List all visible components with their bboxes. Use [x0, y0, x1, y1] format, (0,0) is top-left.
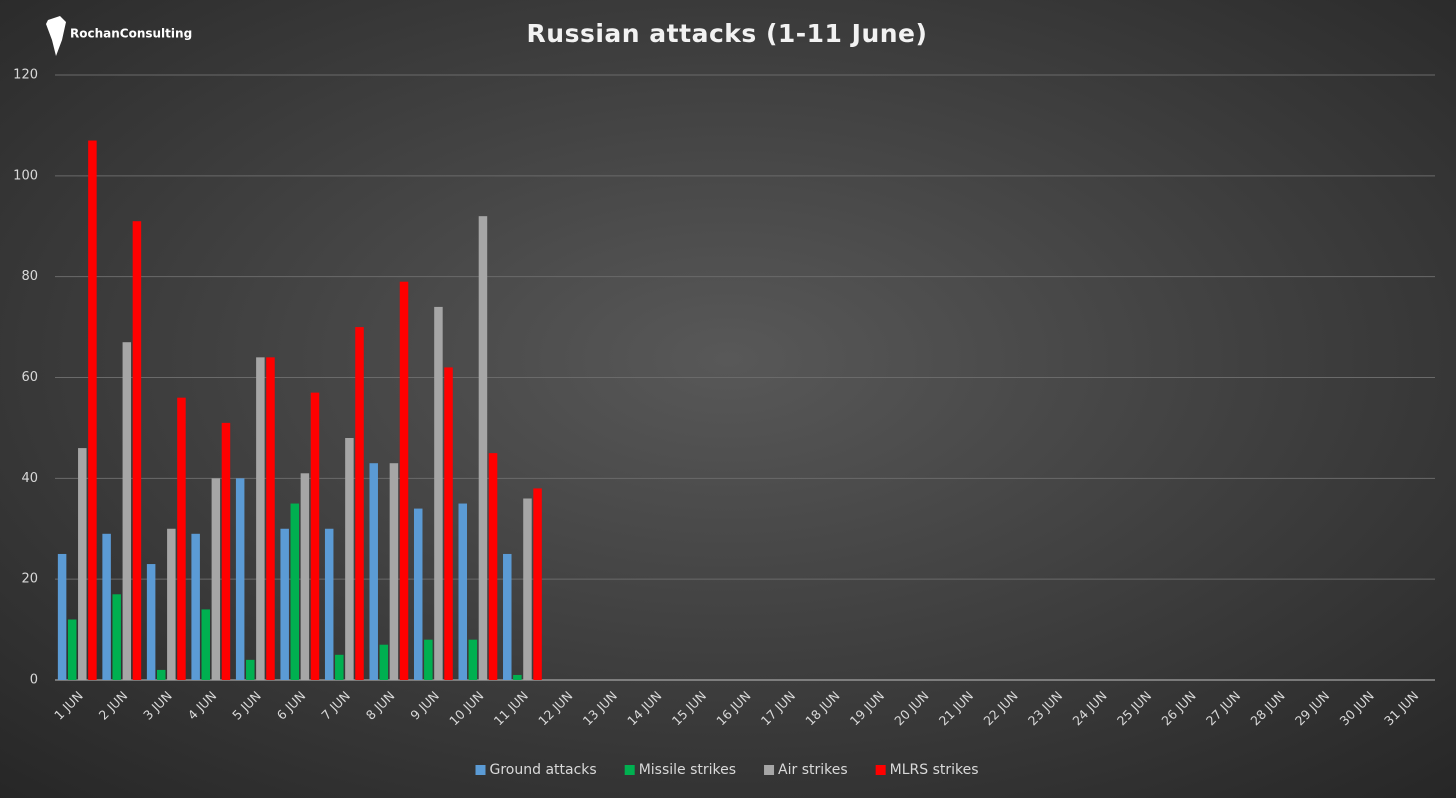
bar: [256, 357, 265, 680]
bar: [434, 306, 443, 680]
bar: [156, 669, 166, 680]
bar: [280, 528, 289, 680]
logo-text: RochanConsulting: [70, 27, 192, 41]
legend: Ground attacks Missile strikes Air strikes…: [475, 762, 979, 778]
bar: [67, 619, 77, 680]
bar: [235, 478, 245, 680]
bar: [533, 488, 542, 680]
bar: [300, 473, 310, 680]
legend-swatch: [475, 765, 486, 775]
legend-swatch: [875, 765, 886, 775]
bar: [324, 528, 334, 680]
bar: [78, 448, 87, 680]
bar: [246, 659, 255, 680]
bar: [444, 367, 453, 680]
bar: [88, 140, 97, 680]
y-tick-label: 0: [30, 673, 38, 688]
bar: [458, 503, 468, 680]
bar: [488, 453, 498, 680]
bar: [102, 533, 111, 680]
logo: RochanConsulting: [46, 16, 192, 56]
bar: [513, 674, 522, 680]
legend-swatch: [624, 765, 635, 775]
y-tick-label: 100: [13, 168, 38, 183]
bar: [355, 327, 364, 680]
legend-label: MLRS strikes: [890, 762, 979, 778]
bar: [478, 216, 488, 680]
y-tick-label: 120: [13, 68, 38, 83]
y-tick-label: 60: [21, 370, 38, 385]
bar: [201, 609, 211, 680]
bar: [503, 553, 512, 680]
bar: [369, 463, 378, 680]
bar: [389, 463, 399, 680]
legend-swatch: [764, 765, 775, 775]
legend-label: Ground attacks: [490, 762, 597, 778]
bar: [335, 654, 344, 680]
bar: [211, 478, 221, 680]
bar: [146, 564, 156, 680]
legend-label: Air strikes: [778, 762, 848, 778]
bar: [523, 498, 532, 680]
bar: [167, 528, 176, 680]
bar: [468, 639, 478, 680]
chart-title: Russian attacks (1-11 June): [527, 19, 928, 48]
bar: [112, 594, 121, 680]
bar: [221, 422, 231, 680]
bar: [290, 503, 300, 680]
bar: [424, 639, 433, 680]
bar: [379, 644, 389, 680]
bar: [310, 392, 320, 680]
bar: [57, 553, 67, 680]
bar: [132, 221, 142, 681]
bar: [413, 508, 423, 680]
bar: [177, 397, 186, 680]
bar: [266, 357, 275, 680]
bar: [122, 342, 132, 680]
legend-label: Missile strikes: [639, 762, 736, 778]
logo-icon: [46, 16, 66, 56]
y-tick-label: 20: [21, 572, 38, 587]
y-tick-label: 80: [21, 269, 38, 284]
bar: [345, 438, 354, 680]
bar: [191, 533, 200, 680]
y-tick-label: 40: [21, 471, 38, 486]
bar: [399, 281, 409, 680]
